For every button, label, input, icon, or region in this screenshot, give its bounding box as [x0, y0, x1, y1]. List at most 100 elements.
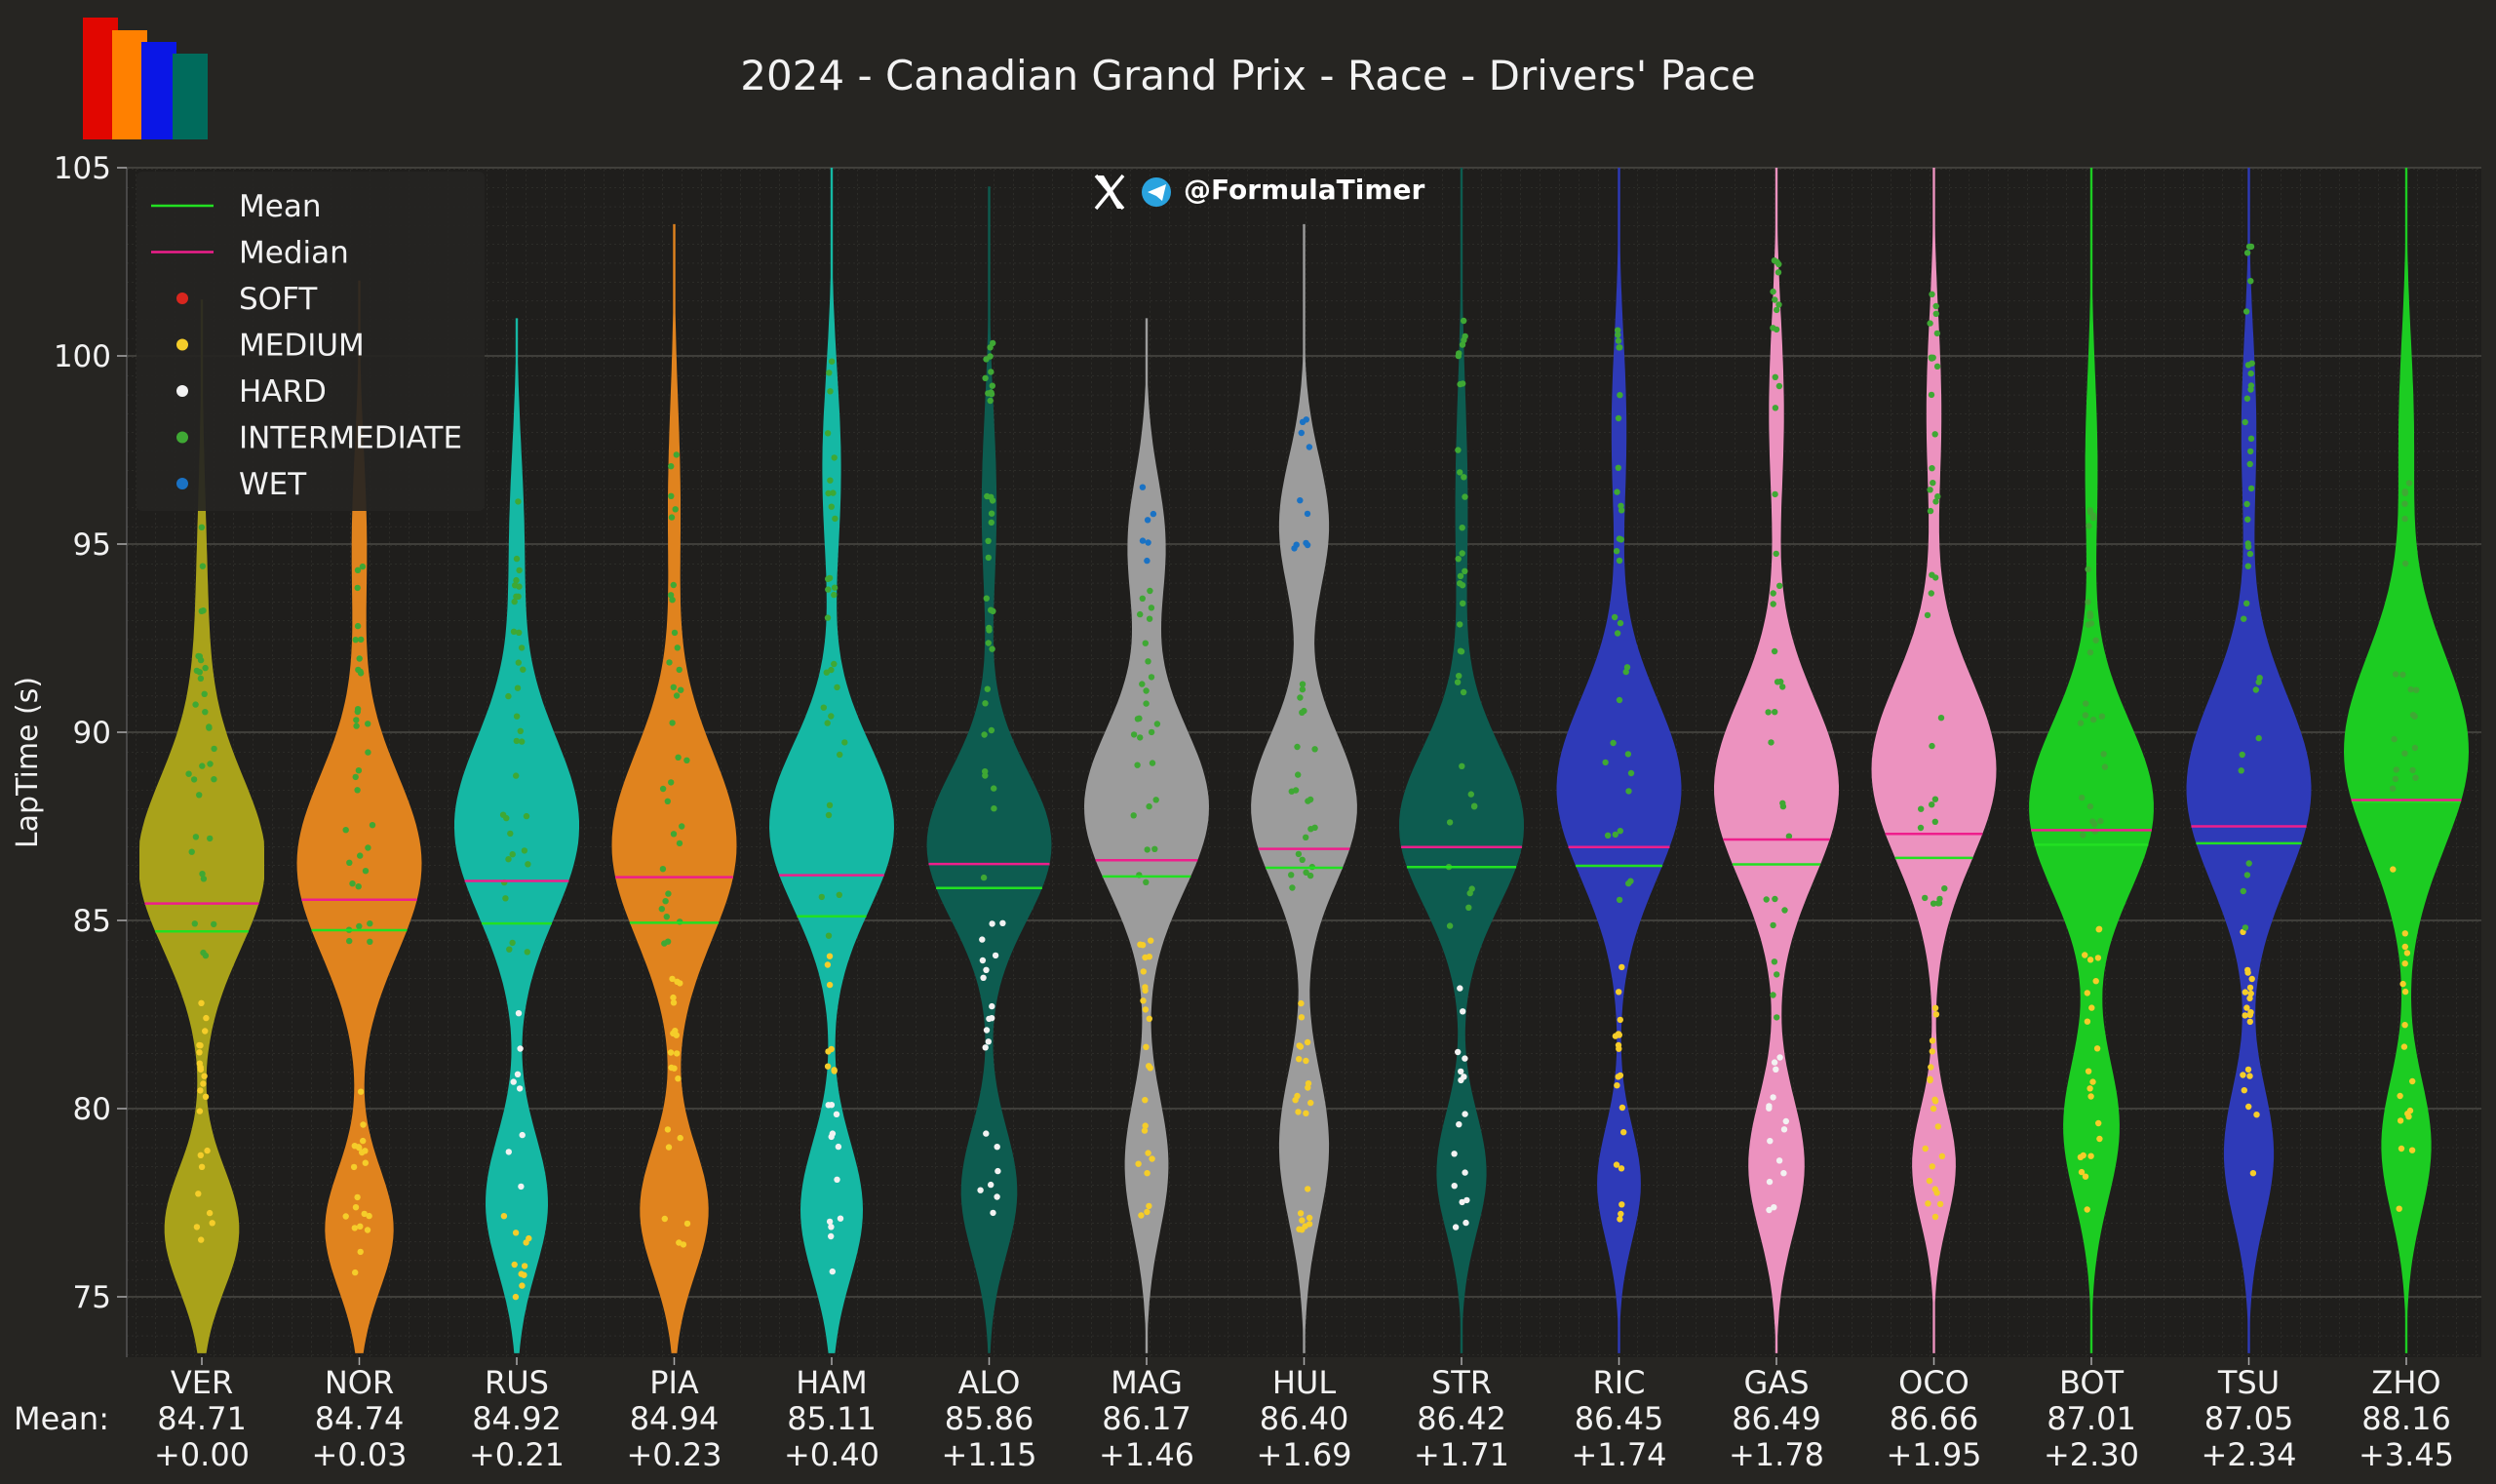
lap-dot	[365, 844, 371, 851]
lap-dot	[512, 1293, 520, 1301]
lap-dot	[202, 952, 210, 959]
lap-dot	[1140, 968, 1148, 975]
lap-dot	[1785, 833, 1793, 840]
lap-dot	[988, 519, 994, 527]
lap-dot	[2248, 360, 2255, 367]
lap-dot	[523, 1239, 529, 1246]
lap-dot	[204, 1147, 211, 1154]
lap-dot	[513, 772, 520, 779]
lap-dot	[1932, 574, 1939, 581]
lap-dot	[833, 1111, 840, 1118]
lap-dot	[1141, 1127, 1149, 1134]
lap-dot	[2240, 887, 2246, 895]
lap-dot	[991, 805, 997, 812]
lap-dot	[979, 936, 986, 943]
lap-dot	[195, 1191, 202, 1197]
lap-dot	[1931, 1186, 1939, 1192]
lap-dot	[1771, 1204, 1777, 1211]
brand-logo	[83, 18, 210, 139]
lap-dot	[2079, 794, 2086, 801]
lap-dot	[353, 722, 360, 729]
lap-dot	[986, 627, 993, 634]
lap-dot	[1148, 674, 1155, 681]
lap-dot	[1149, 1155, 1155, 1162]
violin-bot	[2029, 168, 2154, 1353]
lap-dot	[829, 1268, 836, 1275]
lap-dot	[1458, 1076, 1464, 1084]
lap-dot	[1466, 889, 1473, 897]
lap-dot	[674, 978, 681, 985]
lap-dot	[1139, 942, 1147, 949]
lap-dot	[1302, 1223, 1308, 1230]
lap-dot	[1461, 317, 1467, 325]
lap-dot	[1139, 537, 1147, 544]
lap-dot	[523, 812, 530, 820]
lap-dot	[2246, 995, 2253, 1002]
lap-dot	[1455, 352, 1462, 360]
lap-dot	[2080, 832, 2086, 839]
lap-dot	[1615, 332, 1621, 338]
lap-dot	[1771, 1059, 1778, 1066]
lap-dot	[1150, 510, 1157, 518]
lap-dot	[983, 966, 990, 973]
lap-dot	[506, 946, 513, 953]
lap-dot	[516, 566, 523, 574]
lap-dot	[1927, 320, 1933, 327]
lap-dot	[524, 949, 530, 956]
lap-dot	[2242, 418, 2248, 426]
lap-dot	[1146, 802, 1152, 810]
delta-value-label: +1.74	[1571, 1436, 1666, 1473]
lap-dot	[2082, 712, 2089, 719]
lap-dot	[668, 492, 675, 499]
x-tick-label: NOR	[325, 1364, 394, 1401]
lap-dot	[1295, 1109, 1302, 1115]
lap-dot	[1298, 1014, 1306, 1021]
lap-dot	[1617, 1016, 1624, 1024]
lap-dot	[1142, 954, 1149, 961]
lap-dot	[192, 834, 200, 840]
lap-dot	[1457, 469, 1463, 476]
lap-dot	[512, 1230, 520, 1236]
lap-dot	[985, 537, 992, 544]
lap-dot	[825, 489, 832, 497]
lap-dot	[1456, 673, 1462, 680]
lap-dot	[2401, 515, 2408, 523]
lap-dot	[990, 607, 996, 614]
lap-dot	[1299, 856, 1306, 863]
violin-rus	[454, 318, 579, 1353]
lap-dot	[1766, 1178, 1774, 1186]
lap-dot	[1459, 762, 1465, 769]
lap-dot	[994, 1144, 1000, 1151]
lap-dot	[1152, 797, 1159, 803]
lap-dot	[198, 1163, 206, 1171]
lap-dot	[671, 1065, 678, 1072]
lap-dot	[981, 731, 988, 738]
mean-value-label: 86.49	[1732, 1400, 1821, 1437]
lap-dot	[362, 1148, 369, 1154]
lap-dot	[2239, 751, 2245, 759]
lap-dot	[1929, 1048, 1936, 1055]
lap-dot	[513, 555, 521, 563]
lap-dot	[1765, 709, 1772, 716]
lap-dot	[988, 389, 994, 396]
lap-dot	[1617, 619, 1624, 627]
lap-dot	[354, 622, 362, 630]
lap-dot	[1772, 490, 1778, 498]
legend-label: SOFT	[239, 282, 318, 317]
lap-dot	[659, 785, 667, 793]
lap-dot	[1296, 1042, 1303, 1049]
lap-dot	[2080, 1152, 2086, 1159]
lap-dot	[196, 792, 203, 799]
violin-ham	[769, 168, 894, 1353]
lap-dot	[1467, 791, 1475, 798]
lap-dot	[1613, 1161, 1620, 1168]
y-tick-label: 75	[73, 1280, 111, 1315]
lap-dot	[199, 762, 206, 769]
chart-title: 2024 - Canadian Grand Prix - Race - Driv…	[740, 52, 1756, 99]
lap-dot	[1928, 391, 1935, 399]
lap-dot	[190, 776, 198, 783]
lap-dot	[991, 785, 997, 792]
lap-dot	[1925, 1200, 1931, 1207]
lap-dot	[2401, 1022, 2408, 1029]
lap-dot	[2086, 802, 2094, 810]
